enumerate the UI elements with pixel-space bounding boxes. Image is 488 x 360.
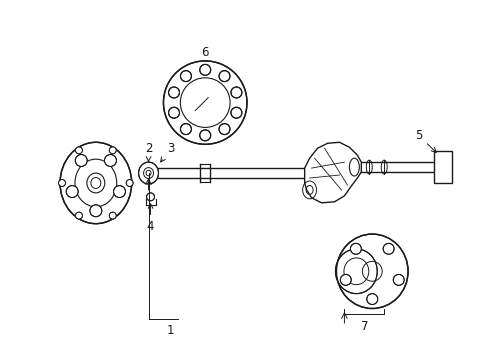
Circle shape [180,71,191,82]
Text: 2: 2 [144,142,152,161]
Polygon shape [304,142,361,203]
Circle shape [219,71,229,82]
Circle shape [163,61,246,144]
Circle shape [392,274,404,285]
Circle shape [340,274,350,285]
Ellipse shape [335,249,376,294]
Circle shape [104,154,116,166]
Text: 4: 4 [146,204,154,233]
Circle shape [126,180,133,186]
Text: 3: 3 [161,142,174,162]
Circle shape [230,87,242,98]
Circle shape [75,212,82,219]
Text: 6: 6 [201,46,208,59]
Circle shape [90,205,102,217]
Circle shape [199,64,210,75]
Circle shape [75,147,82,154]
Ellipse shape [138,162,158,184]
Circle shape [168,87,179,98]
Text: 5: 5 [414,129,435,153]
Circle shape [219,123,229,135]
Ellipse shape [336,234,407,309]
Circle shape [66,186,78,198]
Circle shape [230,107,242,118]
Text: 7: 7 [360,320,367,333]
Circle shape [199,130,210,141]
Circle shape [109,212,116,219]
Circle shape [109,147,116,154]
Circle shape [146,193,154,201]
Circle shape [350,243,361,254]
Circle shape [168,107,179,118]
Circle shape [383,243,393,254]
Circle shape [59,180,65,186]
Ellipse shape [60,142,131,224]
Circle shape [113,186,125,198]
Circle shape [180,123,191,135]
Text: 1: 1 [166,324,174,337]
Circle shape [366,294,377,305]
FancyBboxPatch shape [433,151,451,183]
Circle shape [75,154,87,166]
